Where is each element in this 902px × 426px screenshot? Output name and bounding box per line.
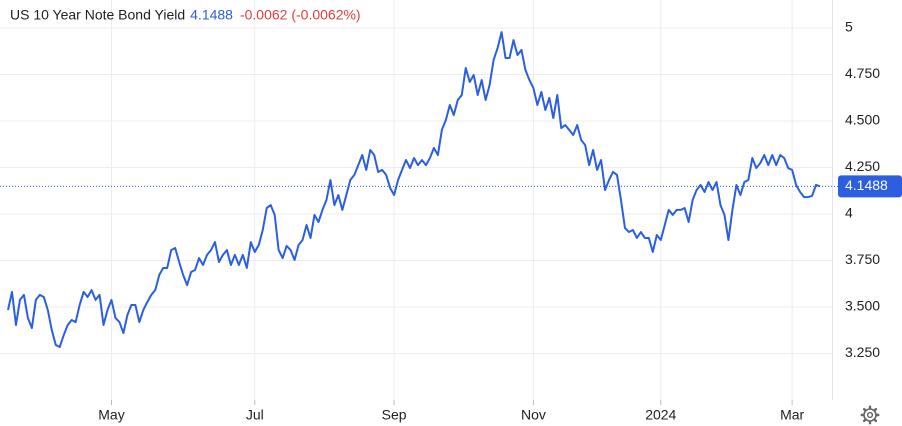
y-tick-label: 3.500 (845, 298, 880, 314)
price-line (7, 31, 821, 348)
chart-title: US 10 Year Note Bond Yield (10, 7, 185, 23)
x-tick-label: Sep (382, 407, 407, 423)
x-tick-label: Jul (246, 407, 264, 423)
y-tick-label: 3.250 (845, 344, 880, 360)
x-tick-label: 2024 (645, 407, 676, 423)
y-tick-label: 4.750 (845, 65, 880, 81)
price-change: -0.0062 (-0.0062%) (240, 7, 361, 23)
x-tick-label: May (98, 407, 124, 423)
last-price-label: 4.1488 (845, 177, 888, 193)
x-tick-label: Mar (780, 407, 804, 423)
y-tick-label: 4.250 (845, 158, 880, 174)
grid (0, 0, 832, 400)
settings-icon[interactable] (860, 405, 880, 425)
last-price: 4.1488 (190, 7, 233, 23)
y-tick-label: 4.500 (845, 112, 880, 128)
y-tick-label: 5 (845, 19, 853, 35)
x-tick-label: Nov (521, 407, 546, 423)
y-tick-label: 4 (845, 205, 853, 221)
last-price-box (838, 175, 902, 198)
y-tick-label: 3.750 (845, 251, 880, 267)
